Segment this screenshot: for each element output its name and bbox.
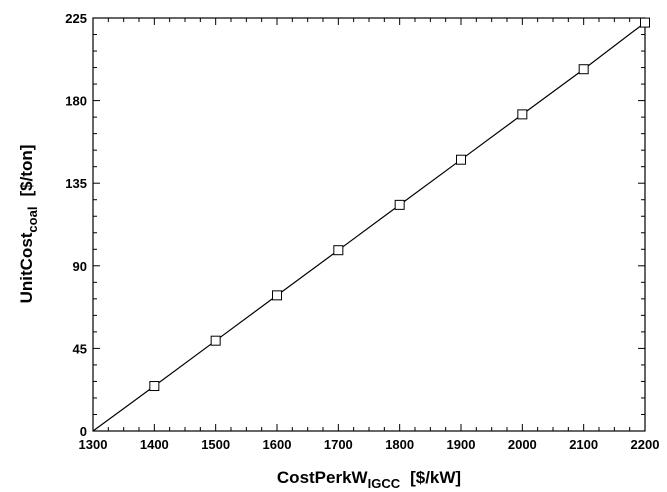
y-tick-label: 90 [73,259,87,274]
y-axis-label: UnitCostcoal [$/ton] [17,145,40,304]
x-tick-label: 1900 [447,437,476,452]
data-point-marker [518,110,527,119]
axis-ticks [93,18,645,431]
y-axis-label-units: [$/ton] [17,145,36,197]
x-tick-label: 2100 [569,437,598,452]
y-tick-label: 45 [73,341,87,356]
data-point-marker [641,18,650,27]
x-axis-label-units: [$/kW] [410,468,461,487]
y-tick-label: 180 [65,94,87,109]
x-tick-label: 2200 [631,437,660,452]
data-point-marker [395,200,404,209]
y-tick-label: 225 [65,11,87,26]
x-tick-label: 1600 [263,437,292,452]
x-tick-label: 1400 [140,437,169,452]
data-point-marker [579,65,588,74]
x-tick-label: 1500 [201,437,230,452]
x-axis-label: CostPerkWIGCC [$/kW] [277,468,461,491]
data-point-marker [334,246,343,255]
x-tick-label: 1700 [324,437,353,452]
data-point-marker [273,291,282,300]
y-tick-label: 135 [65,176,87,191]
y-axis-label-main: UnitCost [17,232,36,303]
y-tick-label: 0 [80,424,87,439]
data-point-marker [457,155,466,164]
x-axis-label-main: CostPerkW [277,468,369,487]
data-point-marker [150,382,159,391]
x-axis-label-subscript: IGCC [368,476,401,491]
data-point-marker [211,336,220,345]
data-series [93,18,650,431]
series-line [93,23,645,431]
plot-frame [93,18,645,431]
y-axis-label-subscript: coal [25,207,40,233]
x-tick-label: 1800 [385,437,414,452]
x-tick-label: 1300 [79,437,108,452]
x-tick-label: 2000 [508,437,537,452]
